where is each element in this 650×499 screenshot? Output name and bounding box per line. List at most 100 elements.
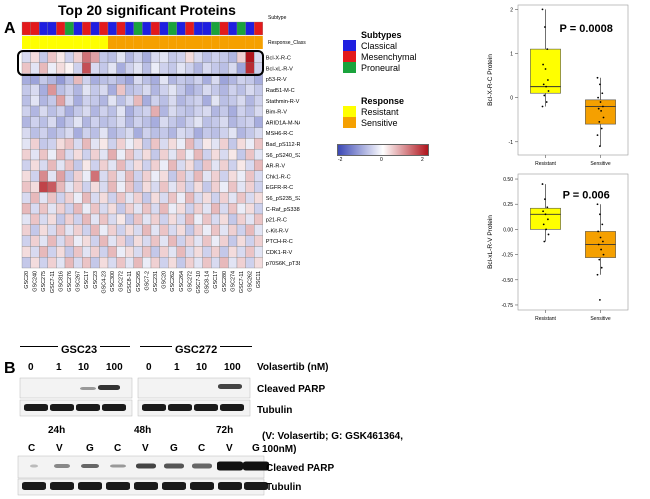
tubulin-band	[24, 404, 48, 411]
heatmap-chart: Bcl-X-R-C Bcl-xL-R-V p53-R-V Rad51-M-C Stath…	[17, 21, 300, 293]
lane2-g-48h: G	[170, 443, 178, 454]
data-point	[601, 92, 604, 95]
legend-proneural: Proneural	[343, 62, 417, 73]
data-point	[547, 90, 550, 92]
gel2-title: GSC272	[172, 344, 221, 356]
p-value: P = 0.0008	[560, 23, 613, 35]
data-point	[545, 85, 547, 88]
lane2-c-48h: C	[114, 443, 122, 454]
y-tick-label: 0	[510, 96, 513, 102]
data-point	[542, 210, 544, 213]
gel1-lane-0: 0	[28, 362, 34, 373]
p-value: P = 0.006	[563, 189, 610, 201]
boxplot-bclxl: -0.75 -0.50 -0.25 0.00 0.25 0.50 Bcl-xL-R-V Pr…	[487, 173, 629, 322]
response-cell	[185, 36, 194, 49]
data-point	[542, 223, 545, 226]
lane2-g-72h: G	[252, 443, 260, 454]
parp-band	[110, 464, 126, 468]
highlight-box	[17, 50, 264, 76]
heatmap-row-label: Bim-R-V	[266, 110, 287, 116]
data-point	[545, 101, 548, 103]
heatmap-col-label: GSC7-2	[144, 271, 150, 290]
heatmap-cell	[254, 257, 263, 269]
subtype-bar-label: Subtype	[268, 15, 287, 21]
lane2-v-72h: V	[226, 443, 233, 454]
heatmap-col-label: GSC262	[170, 271, 176, 292]
data-point	[546, 206, 549, 209]
y-tick-label: 0.50	[503, 177, 513, 183]
y-tick-label: 2	[510, 7, 513, 13]
response-cell	[176, 36, 186, 49]
tubulin-band	[220, 404, 244, 411]
data-point	[547, 233, 550, 236]
tubulin-band	[50, 482, 74, 490]
tubulin-band	[142, 404, 166, 411]
response-cell	[47, 36, 57, 49]
data-point	[547, 79, 549, 81]
heatmap-row-label: c-Kit-R-V	[266, 228, 289, 234]
heatmap-col-label: GSC17	[84, 271, 90, 289]
y-tick-label: -0.75	[502, 303, 514, 309]
heatmap-col-label: GSC11	[256, 271, 262, 288]
cleaved-parp-label-2: Cleaved PARP	[266, 463, 335, 474]
heatmap-row-label: PTCH-R-C	[266, 239, 293, 245]
legend-line-1: (V: Volasertib; G: GSK461364,	[262, 431, 403, 442]
heatmap-col-label: GSC295	[136, 271, 142, 292]
data-point	[546, 48, 549, 51]
data-point	[541, 105, 544, 108]
heatmap-row-label: Bad_pS112-R-V	[266, 142, 300, 148]
heatmap-col-label: GSC23	[93, 271, 99, 289]
data-point	[544, 198, 546, 201]
response-cell	[202, 36, 212, 49]
heatmap-col-label: GSC7-10	[196, 271, 202, 293]
data-point	[597, 243, 600, 246]
box-resistant	[530, 48, 561, 94]
x-tick-label: Sensitive	[590, 161, 611, 167]
box-sensitive	[585, 99, 616, 125]
y-axis-label: Bcl-xL-R-V Protein	[487, 215, 494, 269]
heatmap-col-label: GSC274	[230, 271, 236, 292]
data-point	[599, 101, 602, 103]
heatmap-col-label: GSC262	[248, 271, 254, 292]
heatmap-col-label: GSC816	[58, 271, 64, 292]
gel1-lane-10: 10	[78, 362, 90, 373]
data-point	[599, 145, 601, 148]
heatmap-row-label: ARID1A-M-NA	[266, 120, 300, 126]
x-tick-label: Resistant	[535, 161, 556, 167]
data-point	[596, 203, 599, 206]
data-point	[600, 266, 603, 269]
y-tick-label: -0.25	[502, 253, 514, 259]
gel1-title: GSC23	[58, 344, 101, 356]
y-tick-label: 1	[510, 52, 513, 58]
resistant-swatch	[343, 106, 356, 117]
heatmap-col-label: GSC20	[24, 271, 30, 289]
legend-mesenchymal-label: Mesenchymal	[361, 51, 417, 62]
heatmap-col-label: GSC275	[41, 271, 47, 292]
gel2-lane-100: 100	[224, 362, 241, 373]
subtype-cell	[254, 21, 263, 36]
legend-sensitive: Sensitive	[343, 117, 404, 128]
gel1-lane-1: 1	[56, 362, 62, 373]
lane2-c-72h: C	[198, 443, 206, 454]
parp-band	[54, 464, 70, 468]
parp-band	[164, 463, 184, 469]
heatmap-row-label: S6_pS240_S244-R-V	[266, 153, 300, 159]
time-72h: 72h	[216, 425, 234, 436]
heatmap-row-label: AR-R-V	[266, 164, 286, 170]
y-tick-label: 0.25	[503, 202, 513, 208]
response-bar-label: Response_Class	[268, 40, 306, 46]
heatmap-col-label: GSC272	[187, 271, 193, 292]
data-point	[542, 83, 545, 86]
gel2-lane-0: 0	[146, 362, 152, 373]
response-cell	[73, 36, 83, 49]
data-point	[599, 299, 601, 301]
response-cell	[237, 36, 246, 49]
tubulin-band	[76, 404, 100, 411]
response-cell	[56, 36, 65, 49]
heatmap-col-label: GSC280	[222, 271, 228, 292]
data-point	[601, 223, 604, 226]
response-cell	[30, 36, 40, 49]
gel2-lane-10: 10	[196, 362, 208, 373]
response-cell	[219, 36, 229, 49]
